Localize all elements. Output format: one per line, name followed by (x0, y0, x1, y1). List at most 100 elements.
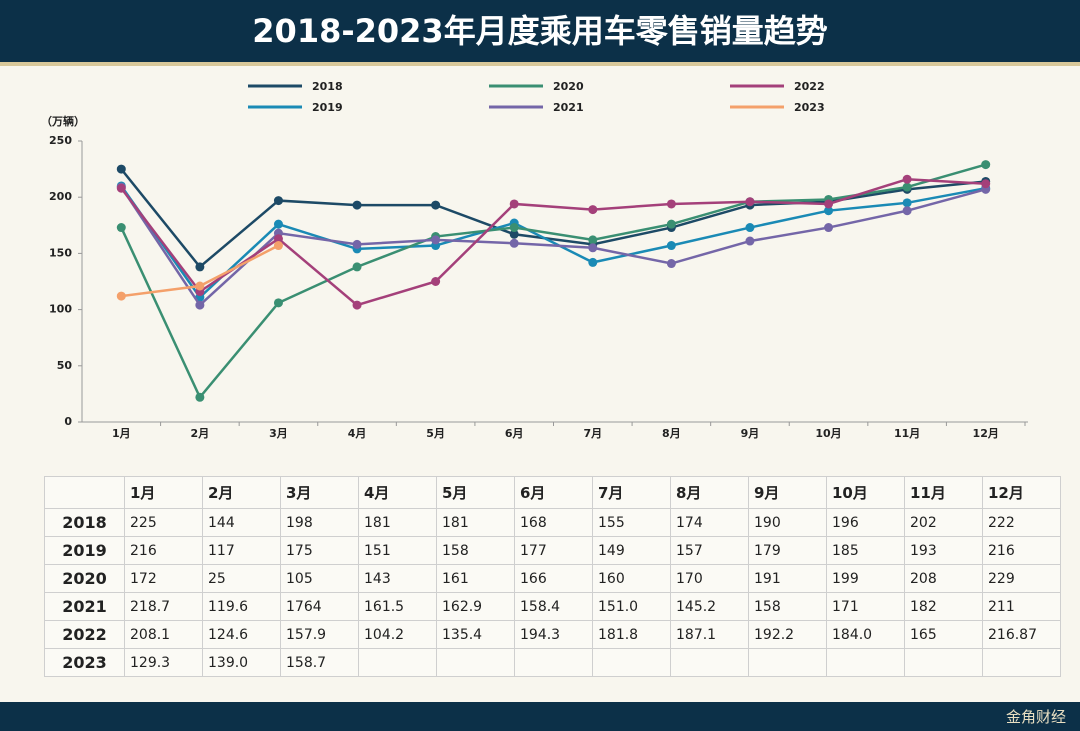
point (902, 198, 912, 208)
cell: 171 (826, 592, 905, 621)
point (273, 196, 283, 206)
cell (670, 648, 749, 677)
legend-label: 2023 (794, 101, 825, 114)
x-tick-label: 12月 (973, 427, 999, 440)
x-tick-label: 8月 (662, 427, 681, 440)
cell: 158 (748, 592, 827, 621)
cell: 129.3 (124, 648, 203, 677)
cell: 172 (124, 564, 203, 593)
point (902, 174, 912, 184)
cell: 193 (904, 536, 983, 565)
cell: 202 (904, 508, 983, 537)
chart: （万辆） 0 50 100 150 200 250 1月 2月 3月 4月 5月 6月 7月 8月 9月 10… (41, 80, 1028, 440)
legend-label: 2018 (312, 80, 343, 93)
point (116, 164, 126, 174)
series-line (120, 168, 986, 269)
cell: 225 (124, 508, 203, 537)
cell: 161.5 (358, 592, 437, 621)
cell: 211 (982, 592, 1061, 621)
cell: 187.1 (670, 620, 749, 649)
cell: 158.7 (280, 648, 359, 677)
cell (904, 648, 983, 677)
y-axis-label: （万辆） (41, 114, 85, 128)
point (745, 197, 755, 207)
cell (748, 648, 827, 677)
cell: 162.9 (436, 592, 515, 621)
point (666, 241, 676, 251)
data-table: 1月 2月 3月 4月 5月 6月 7月 8月 9月 10月 11月 12月 2018 225 144 198… (44, 476, 1061, 677)
point (352, 300, 362, 310)
y-tick-label: 50 (57, 359, 73, 372)
cell: 216 (124, 536, 203, 565)
cell: 151 (358, 536, 437, 565)
point (745, 223, 755, 233)
header-cell: 7月 (592, 476, 671, 509)
point (588, 205, 598, 215)
point (666, 199, 676, 209)
x-tick-label: 11月 (894, 427, 920, 440)
cell (514, 648, 593, 677)
header-cell: 12月 (982, 476, 1061, 509)
point (981, 160, 991, 170)
y-tick-label: 150 (49, 246, 72, 259)
point (431, 277, 441, 286)
cell: 222 (982, 508, 1061, 537)
point (431, 200, 441, 210)
cell: 149 (592, 536, 671, 565)
table-row: 2018 225 144 198 181 181 168 155 174 190 196 202 222 (44, 508, 1061, 537)
point (981, 179, 991, 189)
x-tick-label: 1月 (112, 427, 131, 440)
cell: 181 (436, 508, 515, 537)
point (509, 223, 519, 233)
point (116, 291, 126, 301)
x-tick-label: 5月 (426, 427, 445, 440)
point (116, 223, 126, 233)
cell: 158.4 (514, 592, 593, 621)
cell: 208.1 (124, 620, 203, 649)
header-cell: 4月 (358, 476, 437, 509)
row-label: 2022 (44, 620, 125, 649)
y-tick-label: 250 (49, 134, 72, 147)
cell: 119.6 (202, 592, 281, 621)
cell: 229 (982, 564, 1061, 593)
point (509, 229, 519, 239)
cell: 168 (514, 508, 593, 537)
legend-label: 2020 (553, 80, 584, 93)
point (195, 281, 205, 291)
legend-label: 2022 (794, 80, 825, 93)
cell: 157.9 (280, 620, 359, 649)
point (352, 262, 362, 272)
series-line (120, 186, 987, 308)
cell: 105 (280, 564, 359, 593)
cell: 184.0 (826, 620, 905, 649)
cell: 181.8 (592, 620, 671, 649)
point (273, 298, 283, 308)
point (824, 199, 834, 209)
point (824, 223, 834, 233)
chart-title: 2018-2023年月度乘用车零售销量趋势 (252, 12, 828, 50)
cell: 1764 (280, 592, 359, 621)
point (352, 200, 362, 210)
cell: 191 (748, 564, 827, 593)
cell: 196 (826, 508, 905, 537)
x-tick-label: 6月 (505, 427, 524, 440)
x-tick-label: 3月 (269, 427, 288, 440)
table-row: 2021 218.7 119.6 1764 161.5 162.9 158.4 151.0 14… (44, 592, 1061, 621)
y-tick-label: 0 (64, 415, 72, 428)
point (588, 257, 598, 267)
cell: 144 (202, 508, 281, 537)
point (195, 300, 205, 310)
cell: 177 (514, 536, 593, 565)
cell: 157 (670, 536, 749, 565)
header-cell: 1月 (124, 476, 203, 509)
series-line (120, 163, 987, 400)
legend-label: 2021 (553, 101, 584, 114)
point (666, 259, 676, 269)
cell: 143 (358, 564, 437, 593)
row-label: 2021 (44, 592, 125, 621)
cell: 182 (904, 592, 983, 621)
cell: 199 (826, 564, 905, 593)
row-label: 2023 (44, 648, 125, 677)
table-row: 2019 216 117 175 151 158 177 149 157 179 185 193 216 (44, 536, 1061, 565)
